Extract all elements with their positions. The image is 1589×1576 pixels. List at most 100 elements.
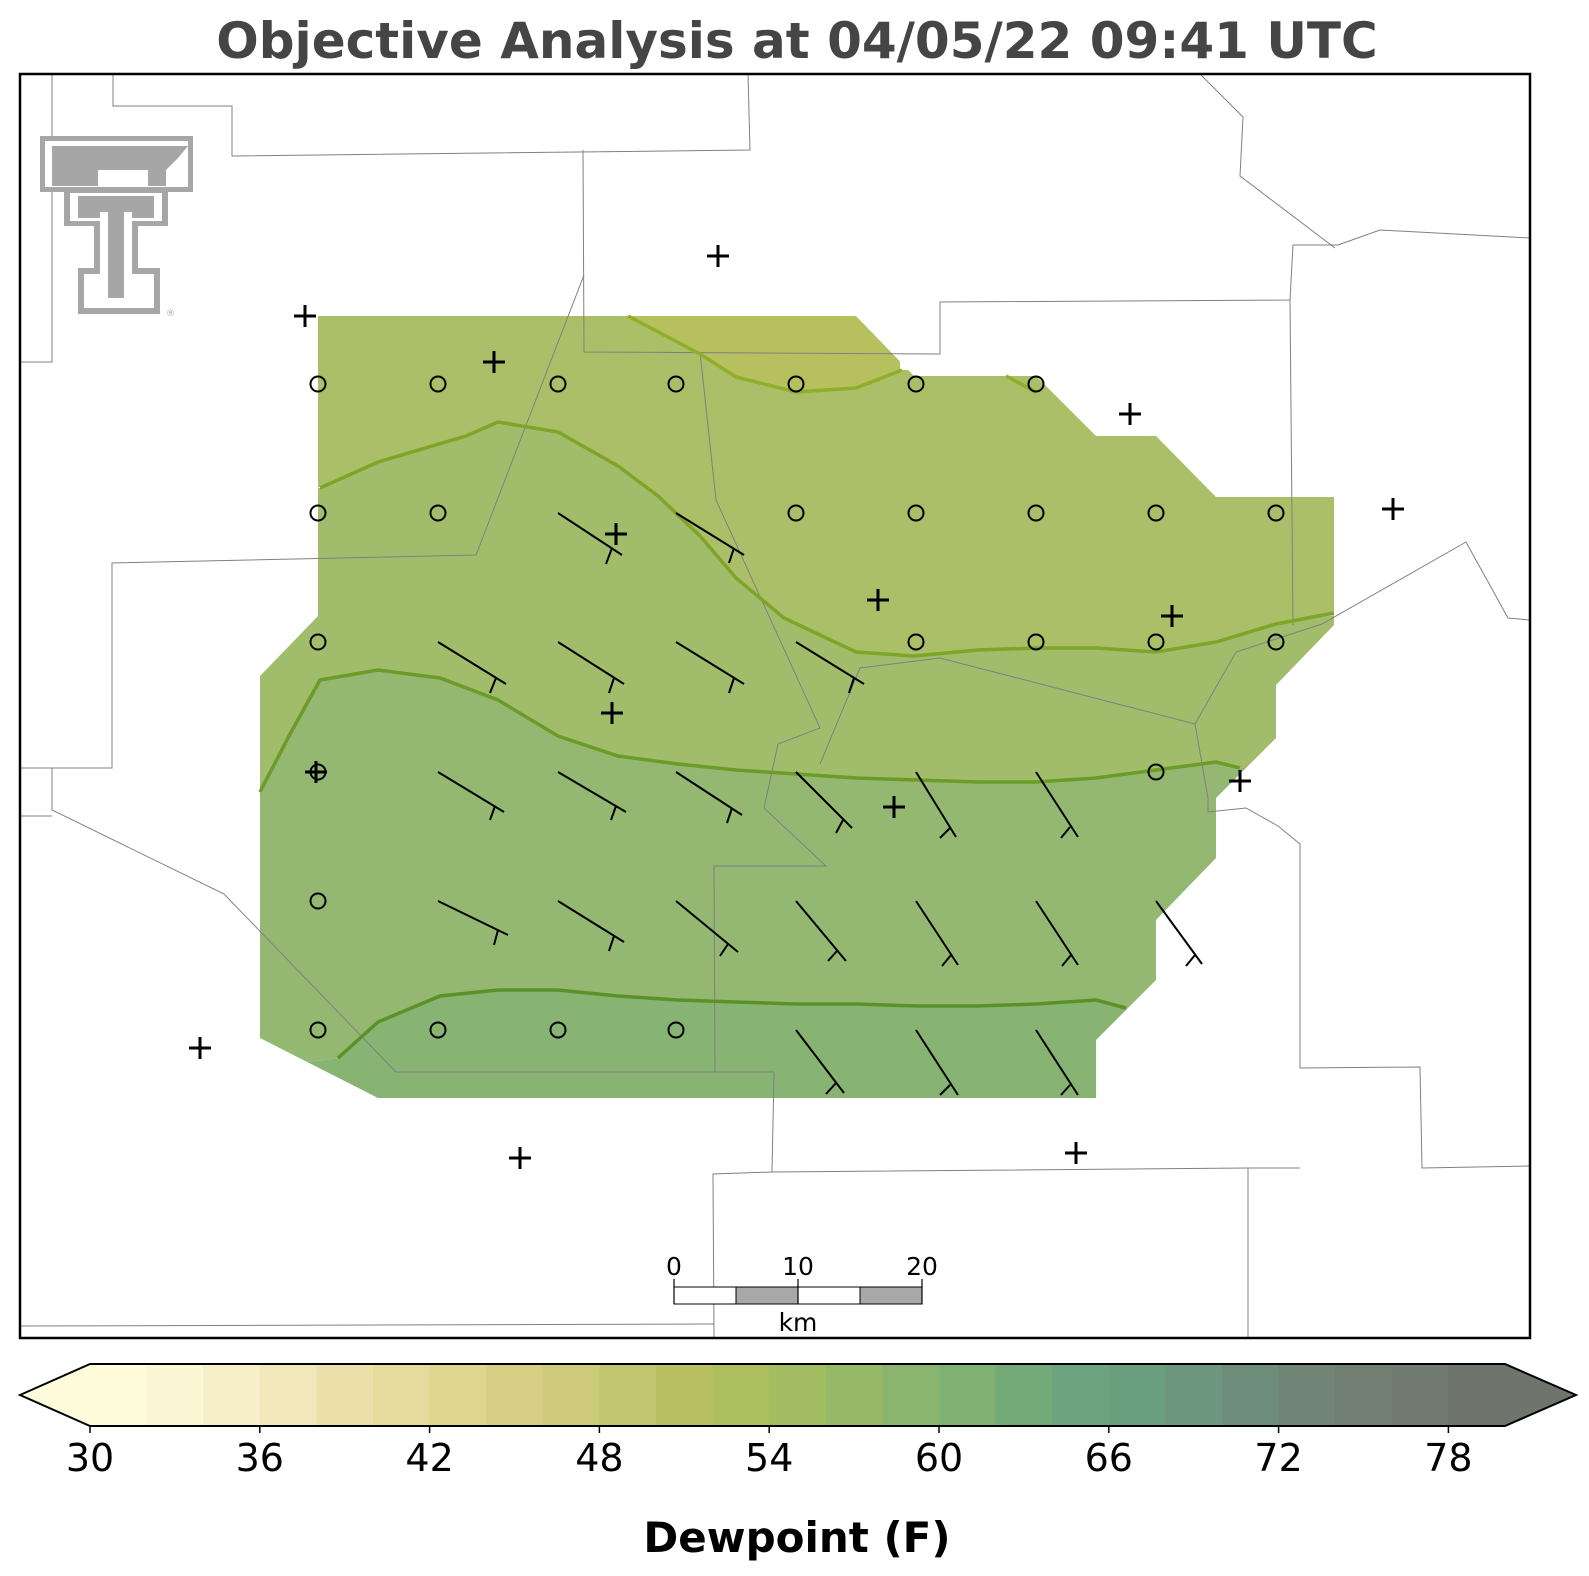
station-marker <box>509 1147 531 1169</box>
station-markers <box>189 245 1404 1169</box>
colorbar-cell <box>1391 1364 1449 1426</box>
wind-barb <box>675 771 743 824</box>
scale-label-10: 10 <box>782 1252 814 1281</box>
station-marker <box>605 523 627 545</box>
colorbar-cell <box>1108 1364 1166 1426</box>
calm-wind-circle <box>429 504 447 522</box>
colorbar-tick-label: 42 <box>405 1436 453 1480</box>
wind-barb <box>557 641 625 694</box>
colorbar-tick-label: 72 <box>1254 1436 1302 1480</box>
calm-wind-circle <box>309 892 327 910</box>
wind-barb <box>795 900 847 962</box>
colorbar-tick-label: 78 <box>1424 1436 1472 1480</box>
colorbar-cell <box>1335 1364 1393 1426</box>
calm-wind-circle <box>429 1021 447 1039</box>
station-marker <box>1229 770 1251 792</box>
dewpoint-contours <box>258 314 1335 1060</box>
colorbar-cell <box>939 1364 997 1426</box>
calm-wind-circle <box>1267 633 1285 651</box>
calm-wind-circle <box>309 375 327 393</box>
station-marker <box>601 702 623 724</box>
texas-tech-logo: ® <box>40 136 193 319</box>
colorbar-cell <box>1165 1364 1223 1426</box>
station-marker <box>1119 403 1141 425</box>
station-marker <box>294 305 316 327</box>
colorbar-tick-label: 66 <box>1085 1436 1133 1480</box>
contour-line <box>319 420 1335 658</box>
dewpoint-fill <box>260 316 1334 1098</box>
map-title: Objective Analysis at 04/05/22 09:41 UTC <box>216 12 1377 70</box>
calm-wind-circle <box>309 633 327 651</box>
county-line <box>20 1323 715 1327</box>
wind-barb <box>437 771 505 821</box>
colorbar-tick-label: 48 <box>575 1436 623 1480</box>
wind-barb <box>795 771 853 834</box>
county-line <box>20 274 585 769</box>
scale-segment <box>735 1286 799 1305</box>
colorbar-under-arrow <box>20 1364 90 1426</box>
wind-barb <box>1155 900 1203 967</box>
scale-label-0: 0 <box>666 1252 682 1281</box>
scale-bar: 0 10 20 km <box>666 1252 938 1337</box>
calm-wind-circle <box>309 1021 327 1039</box>
county-line <box>51 351 828 1073</box>
contour-line <box>258 668 1241 793</box>
calm-wind-circle <box>1027 633 1045 651</box>
scale-label-20: 20 <box>906 1252 938 1281</box>
calm-wind-circle <box>549 1021 567 1039</box>
colorbar-cell <box>542 1364 600 1426</box>
county-line <box>771 1167 1300 1173</box>
station-marker <box>867 589 889 611</box>
colorbar-cell <box>712 1364 770 1426</box>
county-line <box>1194 541 1530 1169</box>
wind-barbs <box>437 512 1203 1096</box>
colorbar-cell <box>1222 1364 1280 1426</box>
colorbar-cell <box>203 1364 261 1426</box>
wind-barb <box>915 771 957 839</box>
dewpoint-band <box>300 316 900 392</box>
wind-barb <box>557 512 623 565</box>
station-marker <box>1382 498 1404 520</box>
contour-line <box>336 988 1127 1060</box>
calm-wind-circle <box>1147 504 1165 522</box>
wind-barb <box>1035 1029 1079 1096</box>
colorbar-tick-label: 54 <box>745 1436 793 1480</box>
colorbar: 30 36 42 48 54 60 66 72 78 Dewpoint (F) <box>17 1363 1579 1562</box>
calm-wind-circle <box>1147 633 1165 651</box>
colorbar-cell <box>90 1364 148 1426</box>
wind-barb <box>437 900 509 946</box>
calm-wind-circle <box>787 504 805 522</box>
map-frame <box>18 72 1532 1340</box>
logo-registered-mark: ® <box>166 309 175 319</box>
station-marker <box>707 245 729 267</box>
colorbar-tick-label: 60 <box>915 1436 963 1480</box>
colorbar-cell <box>486 1364 544 1426</box>
colorbar-over-arrow <box>1505 1364 1576 1426</box>
scale-segment <box>859 1286 923 1305</box>
wind-barb <box>1035 771 1079 839</box>
calm-wind-circle <box>1267 504 1285 522</box>
calm-wind-circle <box>907 633 925 651</box>
wind-barb <box>675 512 745 564</box>
wind-barb <box>675 641 745 694</box>
station-marker <box>1065 1142 1087 1164</box>
county-line <box>819 657 1196 765</box>
county-line <box>1289 299 1294 626</box>
scale-unit: km <box>779 1308 818 1337</box>
scale-segment <box>797 1286 861 1305</box>
calm-wind-circle <box>667 375 685 393</box>
county-line <box>20 74 53 363</box>
wind-barb <box>437 641 507 694</box>
colorbar-cell <box>1052 1364 1110 1426</box>
colorbar-cell <box>146 1364 204 1426</box>
county-line <box>112 74 751 157</box>
wind-barb <box>675 900 739 957</box>
colorbar-cell <box>259 1364 317 1426</box>
colorbar-cell <box>769 1364 827 1426</box>
calm-wind-circle <box>309 504 327 522</box>
wind-barb <box>557 900 625 952</box>
calm-wind-circle <box>549 375 567 393</box>
wind-barb <box>915 1029 959 1096</box>
wind-barb <box>915 900 959 967</box>
